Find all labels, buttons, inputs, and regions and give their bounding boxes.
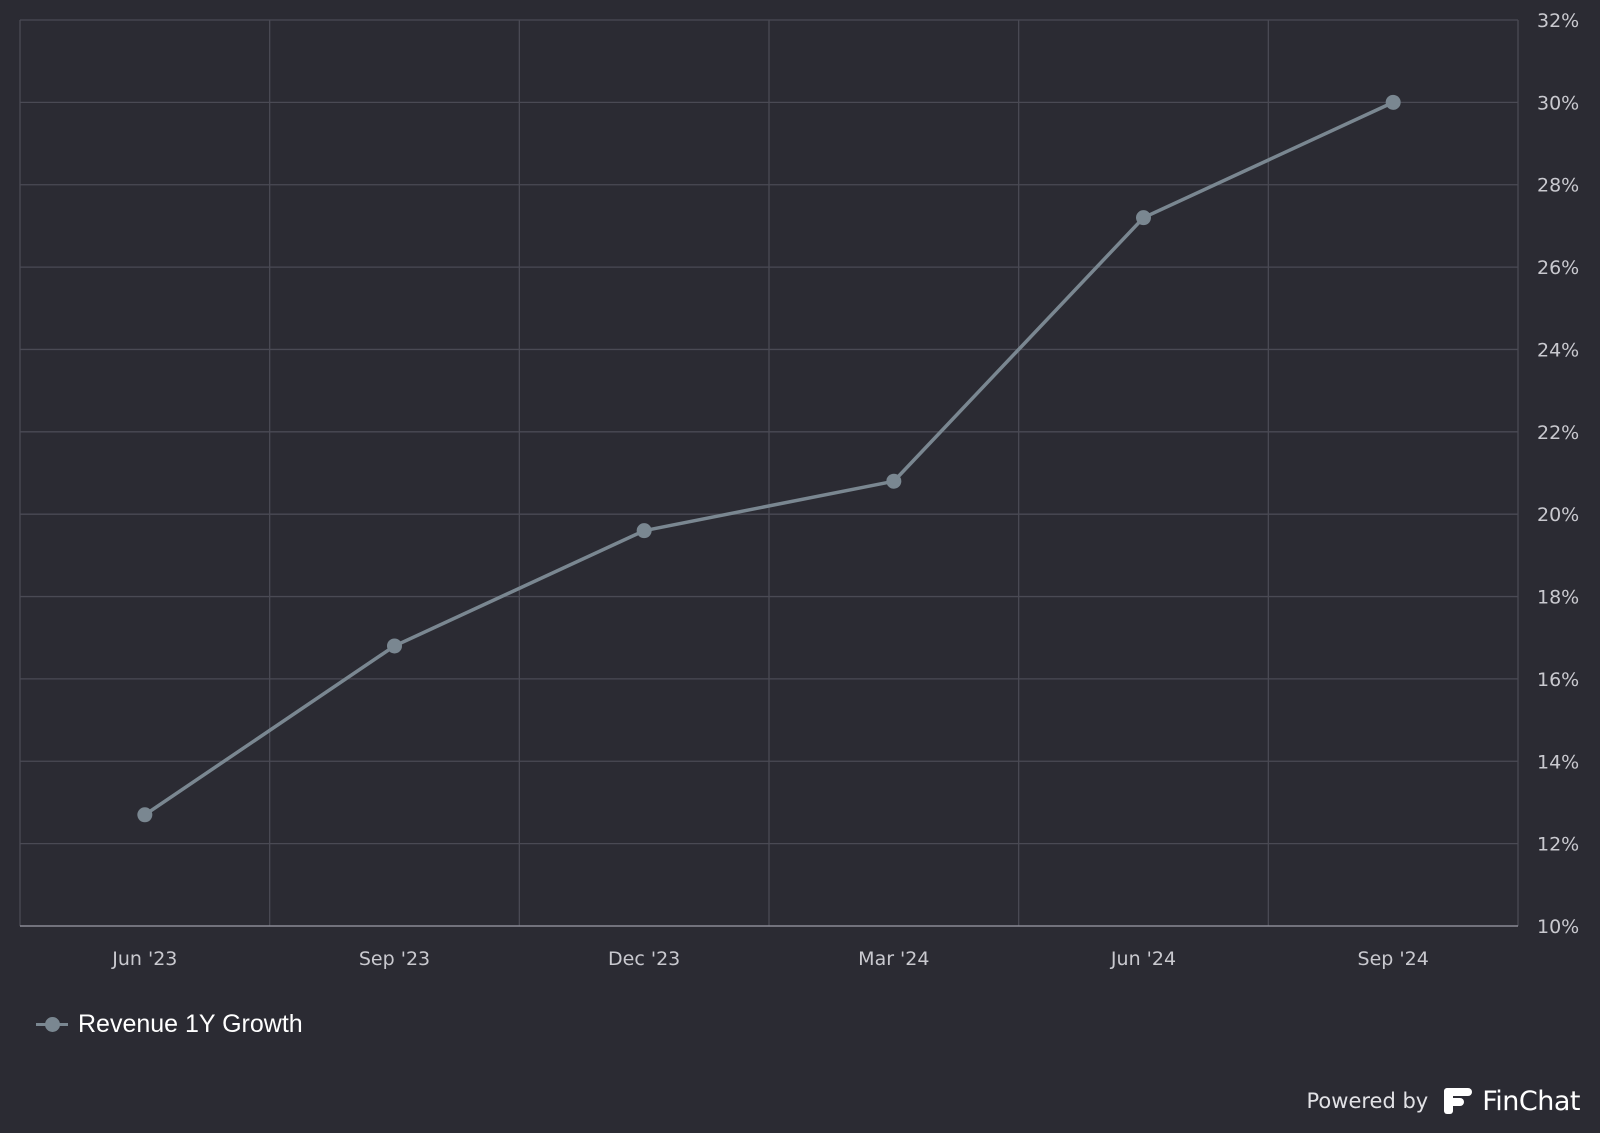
- data-point[interactable]: [886, 473, 902, 489]
- data-point[interactable]: [1136, 210, 1151, 226]
- legend[interactable]: Revenue 1Y Growth: [36, 1006, 303, 1042]
- y-tick-label: 18%: [1537, 587, 1579, 609]
- y-tick-label: 28%: [1537, 175, 1579, 197]
- x-tick-label: Jun '23: [111, 948, 177, 970]
- data-point[interactable]: [636, 523, 652, 539]
- finchat-logo-icon: [1444, 1088, 1473, 1114]
- x-tick-label: Mar '24: [858, 948, 929, 970]
- y-tick-label: 22%: [1537, 422, 1579, 444]
- data-point[interactable]: [1385, 94, 1401, 110]
- y-tick-label: 10%: [1537, 916, 1579, 938]
- x-axis-tick-labels: Jun '23 Sep '23 Dec '23 Mar '24 Jun '24 Sep '…: [111, 948, 1429, 970]
- x-tick-label: Jun '24: [1110, 948, 1176, 970]
- y-tick-label: 12%: [1537, 834, 1579, 856]
- legend-marker-icon: [36, 1014, 68, 1034]
- legend-item-label[interactable]: Revenue 1Y Growth: [78, 1009, 303, 1038]
- data-point[interactable]: [387, 638, 402, 654]
- finchat-brand-name: FinChat: [1482, 1085, 1580, 1117]
- x-tick-label: Sep '23: [359, 948, 430, 970]
- powered-by-finchat[interactable]: Powered by FinChat: [1307, 1084, 1581, 1118]
- x-tick-label: Dec '23: [608, 948, 680, 970]
- y-tick-label: 24%: [1537, 339, 1579, 361]
- y-tick-label: 16%: [1537, 669, 1579, 691]
- y-tick-label: 32%: [1537, 10, 1579, 32]
- series-line: [143, 100, 1395, 817]
- powered-by-text: Powered by: [1306, 1089, 1429, 1113]
- x-tick-label: Sep '24: [1358, 948, 1429, 970]
- y-tick-label: 26%: [1537, 257, 1579, 279]
- data-point[interactable]: [137, 807, 153, 823]
- grid-lines: [19, 19, 1519, 926]
- series-revenue-1y-growth[interactable]: [137, 94, 1401, 823]
- y-axis-tick-labels: 10% 12% 14% 16% 18% 20% 22% 24% 26% 28% 30% 32%: [1537, 10, 1579, 938]
- y-tick-label: 14%: [1537, 751, 1579, 773]
- y-tick-label: 20%: [1537, 504, 1579, 526]
- y-tick-label: 30%: [1537, 92, 1579, 114]
